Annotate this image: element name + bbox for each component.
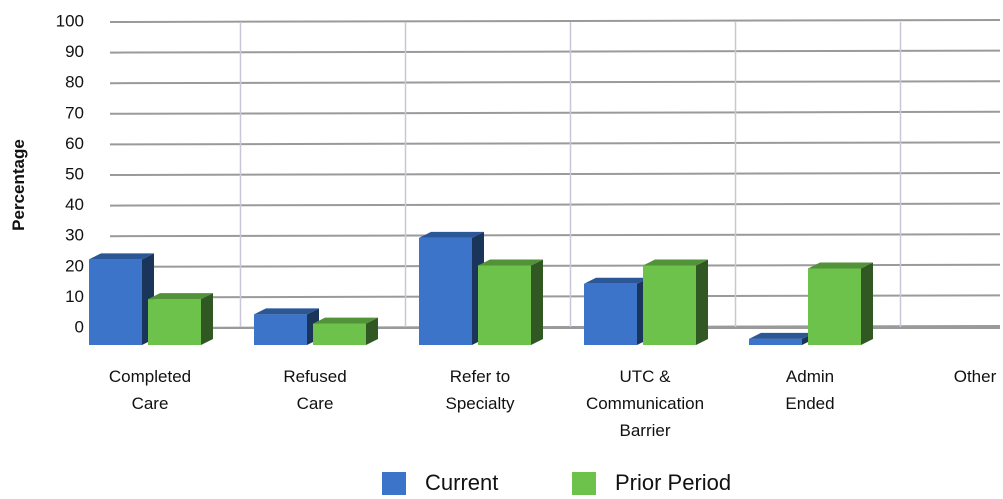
grid-line bbox=[109, 49, 1001, 54]
bar-side bbox=[201, 293, 213, 345]
x-tick-label: Refer to Specialty bbox=[446, 367, 515, 413]
bar-front bbox=[148, 299, 201, 345]
bar bbox=[148, 293, 213, 345]
legend-label: Current bbox=[425, 470, 498, 495]
bar-top bbox=[148, 293, 213, 300]
bar bbox=[419, 231, 484, 345]
bar bbox=[749, 332, 814, 345]
grid-line bbox=[109, 141, 1001, 146]
y-tick-label: 20 bbox=[65, 256, 84, 275]
y-tick-label: 80 bbox=[65, 73, 84, 92]
y-tick-label: 40 bbox=[65, 195, 84, 214]
bar-front bbox=[584, 283, 637, 345]
x-tick-label: Completed Care bbox=[109, 367, 191, 413]
y-tick-label: 60 bbox=[65, 134, 84, 153]
bar bbox=[478, 259, 543, 345]
grid-line bbox=[109, 80, 1001, 85]
bar-side bbox=[366, 317, 378, 345]
bar-top bbox=[313, 317, 378, 324]
bar-front bbox=[419, 237, 472, 345]
bar-side bbox=[696, 259, 708, 345]
grid-line bbox=[109, 110, 1001, 115]
bar-side bbox=[531, 259, 543, 345]
bar-front bbox=[254, 314, 307, 345]
bar-top bbox=[808, 262, 873, 269]
legend-label: Prior Period bbox=[615, 470, 731, 495]
grid-line bbox=[109, 233, 1001, 238]
y-tick-label: 10 bbox=[65, 287, 84, 306]
bar-front bbox=[643, 265, 696, 345]
y-tick-label: 100 bbox=[56, 11, 84, 30]
bar bbox=[584, 277, 649, 345]
grid-line bbox=[109, 172, 1001, 176]
x-tick-label: Refused Care bbox=[283, 367, 346, 413]
bar-top bbox=[254, 308, 319, 315]
bar-front bbox=[313, 323, 366, 345]
bar-top bbox=[419, 231, 484, 238]
x-tick-label: UTC & Communication Barrier bbox=[586, 367, 704, 440]
grid-line bbox=[109, 202, 1001, 207]
x-tick-label: Admin Ended bbox=[785, 367, 834, 413]
y-tick-label: 30 bbox=[65, 226, 84, 245]
y-tick-label: 50 bbox=[65, 164, 84, 183]
bar-side bbox=[861, 262, 873, 345]
y-tick-label: 70 bbox=[65, 103, 84, 122]
bar-front bbox=[478, 265, 531, 345]
bar-top bbox=[478, 259, 543, 266]
y-tick-label: 90 bbox=[65, 42, 84, 61]
bar bbox=[643, 259, 708, 345]
bar-front bbox=[89, 259, 142, 345]
x-tick-label: Other bbox=[954, 367, 997, 386]
legend-swatch bbox=[382, 472, 406, 495]
y-axis-label: Percentage bbox=[9, 139, 28, 231]
bar bbox=[808, 262, 873, 345]
bar-front bbox=[808, 268, 861, 345]
bar bbox=[254, 308, 319, 345]
bar-top bbox=[749, 332, 814, 339]
bar-top bbox=[89, 253, 154, 260]
bar-top bbox=[584, 277, 649, 284]
bar bbox=[313, 317, 378, 345]
legend-swatch bbox=[572, 472, 596, 495]
y-tick-label: 0 bbox=[75, 317, 84, 336]
bar-front bbox=[749, 338, 802, 345]
grid-line bbox=[109, 19, 1001, 23]
bar-top bbox=[643, 259, 708, 266]
bar bbox=[89, 253, 154, 345]
